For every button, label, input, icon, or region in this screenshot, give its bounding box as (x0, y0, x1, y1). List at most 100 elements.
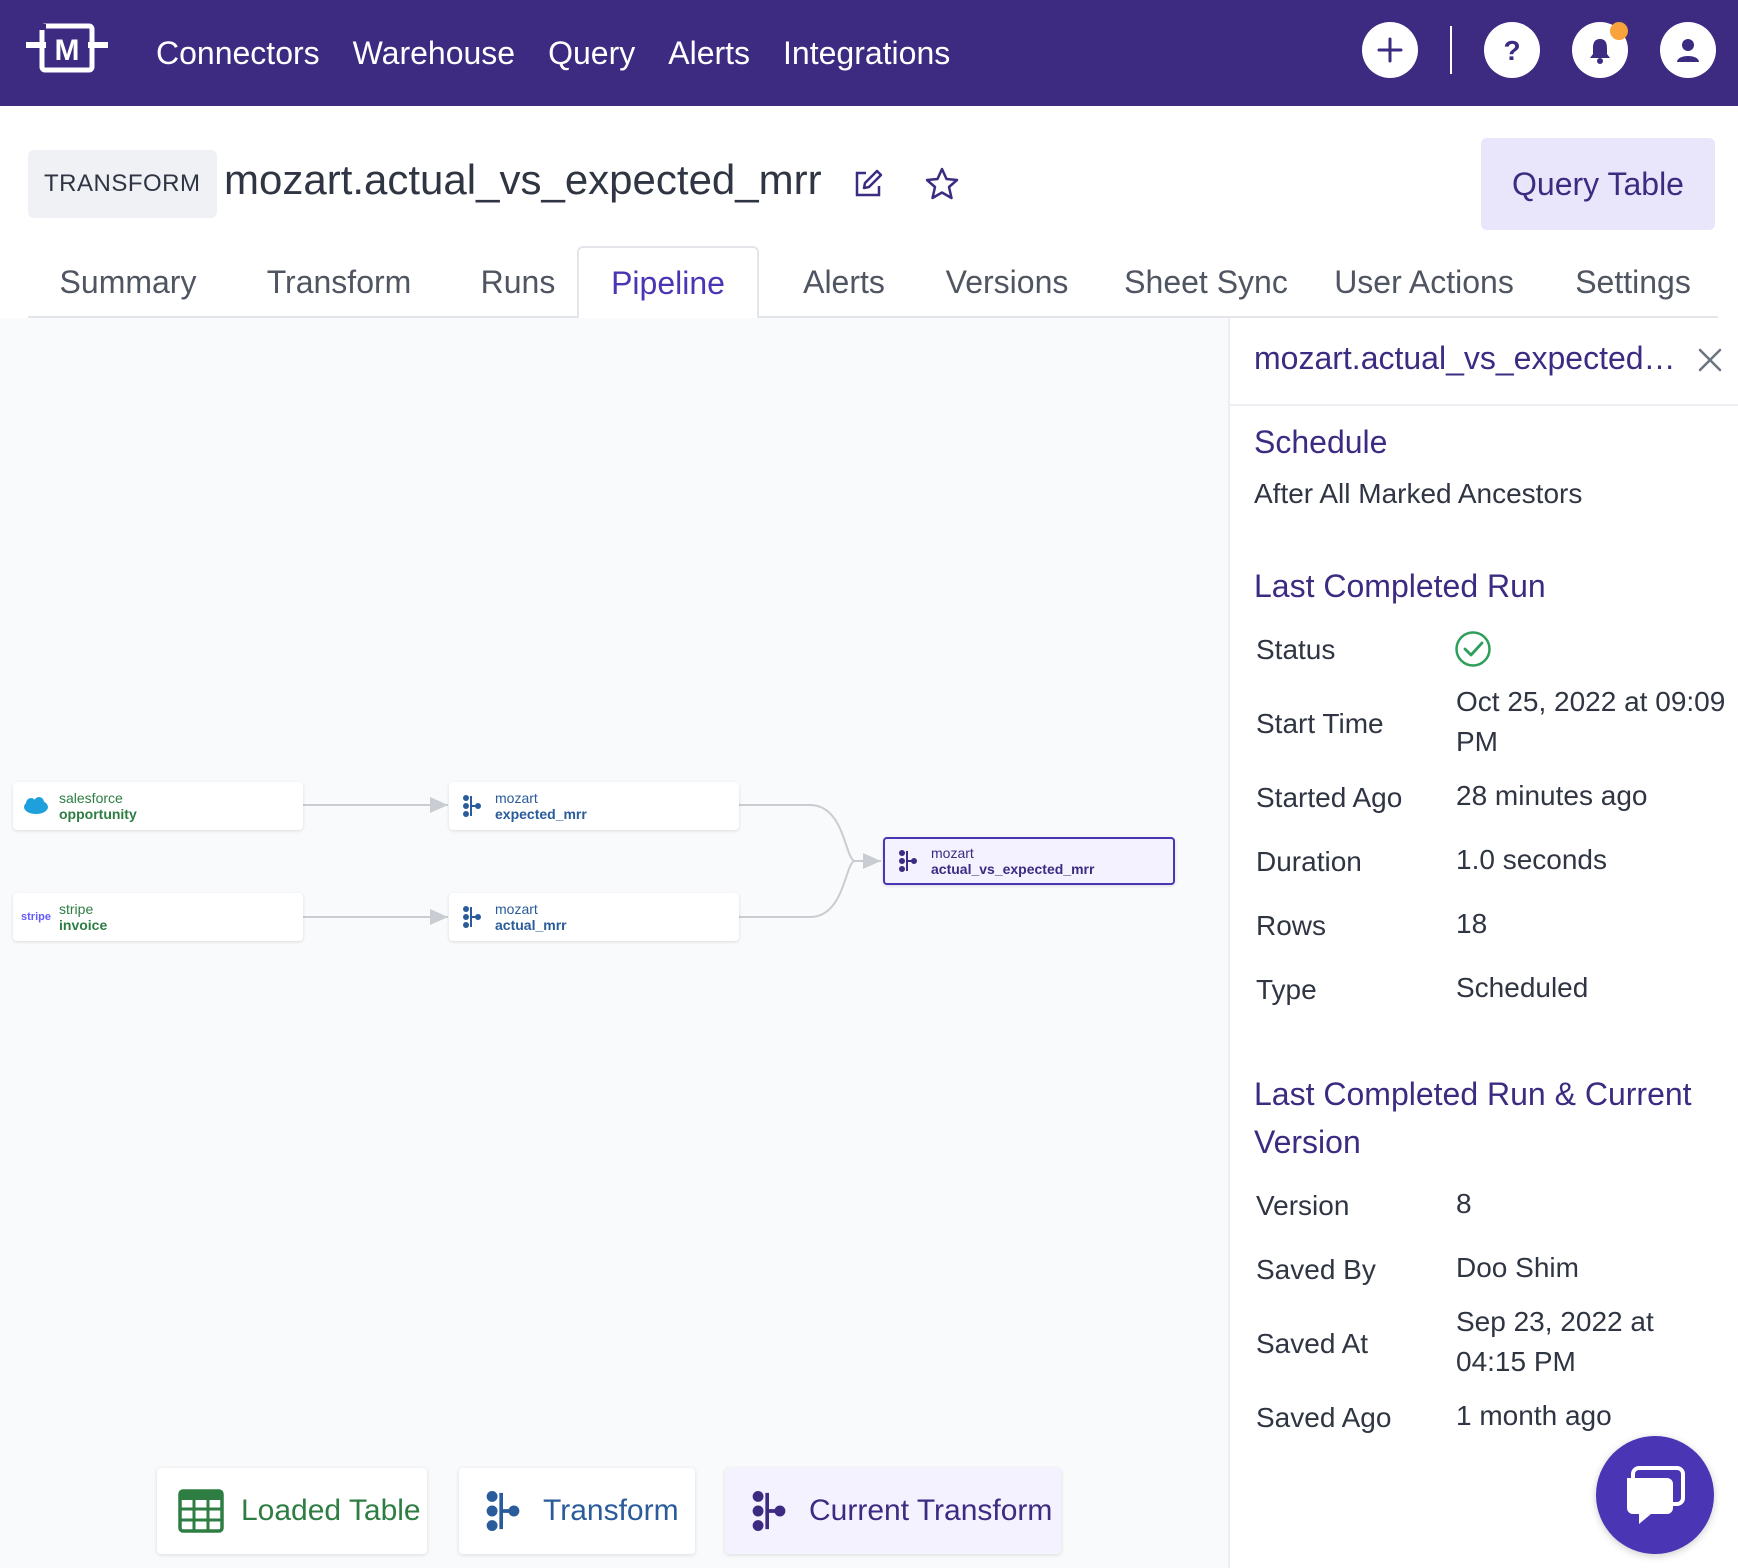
rows-value: 18 (1456, 908, 1488, 939)
close-icon[interactable] (1696, 346, 1724, 374)
nav-connectors[interactable]: Connectors (156, 34, 320, 71)
node-source: mozart (931, 844, 974, 861)
star-icon[interactable] (924, 166, 960, 202)
transform-icon (463, 795, 481, 817)
saved-ago-label: Saved Ago (1256, 1402, 1392, 1433)
divider (1450, 26, 1452, 74)
top-actions: ? (1362, 22, 1716, 78)
tab-pipeline[interactable]: Pipeline (577, 246, 759, 320)
node-source: mozart (495, 900, 538, 917)
notifications-button[interactable] (1572, 22, 1628, 78)
saved-by-value: Doo Shim (1456, 1252, 1579, 1283)
last-run-heading: Last Completed Run (1254, 568, 1546, 604)
edge-actual-current (739, 860, 856, 918)
salesforce-logo-icon (24, 797, 48, 814)
legend-current-transform: Current Transform (725, 1468, 1061, 1554)
success-check-icon (1455, 631, 1491, 667)
tab-user-actions[interactable]: User Actions (1334, 263, 1514, 300)
edge-expected-current (739, 804, 881, 869)
tab-bar: Summary Transform Runs Pipeline Alerts V… (28, 246, 1718, 320)
legend-label: Loaded Table (241, 1494, 421, 1527)
user-menu-button[interactable] (1660, 22, 1716, 78)
tab-alerts[interactable]: Alerts (803, 263, 885, 300)
type-label: Type (1256, 974, 1317, 1005)
query-table-button[interactable]: Query Table (1481, 138, 1715, 230)
saved-ago-value: 1 month ago (1456, 1400, 1612, 1431)
schedule-heading: Schedule (1254, 424, 1388, 460)
node-name: opportunity (59, 805, 137, 822)
transform-icon (899, 850, 917, 872)
divider (1230, 404, 1738, 406)
tab-versions[interactable]: Versions (945, 263, 1069, 300)
legend-loaded-table: Loaded Table (157, 1468, 427, 1554)
duration-value: 1.0 seconds (1456, 844, 1607, 875)
pipeline-node-current-transform[interactable]: mozart actual_vs_expected_mrr (883, 837, 1175, 885)
plus-icon (1377, 37, 1403, 63)
started-ago-value: 28 minutes ago (1456, 780, 1648, 811)
version-value: 8 (1456, 1188, 1472, 1219)
pipeline-node-actual-mrr[interactable]: mozart actual_mrr (449, 893, 739, 941)
panel-title: mozart.actual_vs_expected_mrr (1254, 340, 1684, 376)
top-nav-bar: M Connectors Warehouse Query Alerts Inte… (0, 0, 1738, 106)
chat-icon (1627, 1466, 1685, 1524)
main-nav: Connectors Warehouse Query Alerts Integr… (156, 0, 950, 106)
notification-dot (1610, 22, 1628, 40)
table-icon (178, 1489, 224, 1533)
type-value: Scheduled (1456, 972, 1589, 1003)
version-label: Version (1256, 1190, 1350, 1221)
legend-transform: Transform (459, 1468, 695, 1554)
node-name: actual_vs_expected_mrr (931, 860, 1095, 877)
bell-icon (1590, 39, 1610, 64)
node-source: mozart (495, 789, 538, 806)
tab-transform[interactable]: Transform (266, 263, 412, 300)
page-title: mozart.actual_vs_expected_mrr (224, 156, 822, 203)
add-button[interactable] (1362, 22, 1418, 78)
stripe-logo-icon: stripe (13, 911, 59, 923)
started-ago-label: Started Ago (1256, 782, 1403, 813)
pipeline-edges (303, 797, 881, 925)
nav-alerts[interactable]: Alerts (668, 34, 751, 71)
nav-warehouse[interactable]: Warehouse (352, 34, 516, 71)
saved-at-value: Sep 23, 2022 at 04:15 PM (1456, 1306, 1654, 1377)
legend-label: Transform (543, 1494, 679, 1527)
start-time-label: Start Time (1256, 708, 1384, 739)
tab-summary[interactable]: Summary (59, 263, 197, 300)
transform-icon (486, 1491, 520, 1531)
saved-by-label: Saved By (1256, 1254, 1376, 1285)
tab-settings[interactable]: Settings (1575, 263, 1691, 300)
help-button[interactable]: ? (1484, 22, 1540, 78)
node-name: actual_mrr (495, 916, 567, 933)
chat-support-button[interactable] (1596, 1436, 1714, 1554)
pipeline-node-salesforce-opportunity[interactable]: salesforce opportunity (13, 782, 303, 830)
pipeline-canvas[interactable]: salesforce opportunity stripe stripe inv… (0, 318, 1228, 1568)
user-icon (1677, 39, 1699, 62)
nav-query[interactable]: Query (548, 34, 636, 71)
stripe-logo-text: stripe (21, 911, 51, 923)
svg-text:?: ? (1503, 35, 1520, 65)
tab-runs[interactable]: Runs (480, 263, 556, 300)
edit-icon[interactable] (852, 168, 884, 200)
node-source: salesforce (59, 789, 123, 806)
transform-icon (463, 906, 481, 928)
saved-at-label: Saved At (1256, 1328, 1369, 1359)
node-name: expected_mrr (495, 805, 587, 822)
nav-integrations[interactable]: Integrations (783, 34, 951, 71)
node-name: invoice (59, 916, 108, 933)
type-badge: TRANSFORM (28, 150, 217, 218)
legend-label: Current Transform (809, 1494, 1053, 1527)
tab-sheet-sync[interactable]: Sheet Sync (1124, 263, 1288, 300)
svg-text:M: M (55, 34, 80, 67)
details-panel: mozart.actual_vs_expected_mrr Schedule A… (1228, 318, 1738, 1568)
question-icon: ? (1503, 35, 1520, 65)
pipeline-node-expected-mrr[interactable]: mozart expected_mrr (449, 782, 739, 830)
transform-icon (752, 1491, 786, 1531)
version-heading: Last Completed Run & Current Version (1254, 1076, 1692, 1160)
duration-label: Duration (1256, 846, 1362, 877)
schedule-value: After All Marked Ancestors (1254, 478, 1583, 509)
start-time-value: Oct 25, 2022 at 09:09 PM (1456, 686, 1726, 757)
status-label: Status (1256, 634, 1336, 665)
pipeline-node-stripe-invoice[interactable]: stripe stripe invoice (13, 893, 303, 941)
node-source: stripe (59, 900, 94, 917)
rows-label: Rows (1256, 910, 1327, 941)
mozart-logo-icon[interactable]: M (26, 22, 108, 74)
